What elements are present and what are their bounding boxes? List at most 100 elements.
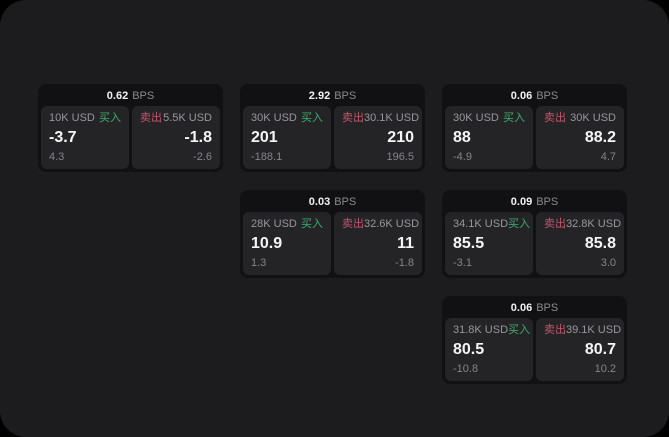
bps-header: 0.62 BPS	[41, 87, 220, 106]
sell-delta: -2.6	[193, 151, 212, 163]
buy-top-row: 34.1K USD 买入	[453, 218, 530, 230]
sell-panel[interactable]: 卖出 30K USD 88.2 4.7	[536, 106, 624, 169]
bps-header: 0.03 BPS	[243, 193, 422, 212]
quote-panels: 31.8K USD 买入 80.5 -10.8 卖出 39.1K USD 80.…	[445, 318, 624, 381]
quote-card-2: 2.92 BPS 30K USD 买入 201 -188.1 卖出 30.1K …	[240, 84, 425, 172]
buy-top-row: 31.8K USD 买入	[453, 324, 530, 336]
buy-top-row: 28K USD 买入	[251, 219, 323, 230]
quote-panels: 30K USD 买入 88 -4.9 卖出 30K USD 88.2 4.7	[445, 106, 624, 169]
sell-side-label: 卖出	[342, 218, 364, 230]
quote-grid: 0.62 BPS 10K USD 买入 -3.7 4.3 卖出 5.5K USD	[38, 84, 627, 384]
buy-price: 88	[453, 129, 471, 146]
sell-price: 80.7	[584, 341, 616, 358]
buy-side-label: 买入	[99, 112, 121, 124]
quote-card-1: 0.62 BPS 10K USD 买入 -3.7 4.3 卖出 5.5K USD	[38, 84, 223, 172]
sell-side-label: 卖出	[544, 112, 566, 124]
sell-delta: 4.7	[600, 151, 616, 163]
buy-price: 201	[251, 129, 278, 146]
buy-amount: 30K USD	[251, 112, 297, 124]
quote-card-5: 0.09 BPS 34.1K USD 买入 85.5 -3.1 卖出 32.8K…	[442, 190, 627, 278]
bps-unit: BPS	[334, 196, 357, 208]
sell-top-row: 卖出 30.1K USD	[342, 112, 419, 124]
bps-value: 0.03	[308, 196, 331, 208]
sell-amount: 30.1K USD	[364, 112, 420, 124]
buy-price: -3.7	[49, 129, 77, 146]
sell-delta: 10.2	[594, 363, 616, 375]
sell-side-label: 卖出	[544, 218, 566, 230]
quote-panels: 28K USD 买入 10.9 1.3 卖出 32.6K USD 11 -1.8	[243, 212, 422, 275]
sell-price: 85.8	[584, 235, 616, 252]
bps-value: 0.09	[510, 196, 533, 208]
bps-value: 0.62	[106, 90, 129, 102]
sell-amount: 39.1K USD	[566, 324, 622, 336]
buy-amount: 30K USD	[453, 112, 499, 124]
sell-price: 88.2	[584, 129, 616, 146]
bps-unit: BPS	[536, 196, 559, 208]
sell-delta: -1.8	[395, 257, 414, 269]
quote-panels: 34.1K USD 买入 85.5 -3.1 卖出 32.8K USD 85.8…	[445, 212, 624, 275]
sell-top-row: 卖出 5.5K USD	[140, 113, 212, 124]
sell-top-row: 卖出 30K USD	[544, 113, 616, 124]
sell-panel[interactable]: 卖出 32.8K USD 85.8 3.0	[536, 212, 624, 275]
sell-amount: 5.5K USD	[163, 112, 212, 124]
bps-unit: BPS	[132, 90, 155, 102]
buy-amount: 28K USD	[251, 218, 297, 230]
quote-panels: 30K USD 买入 201 -188.1 卖出 30.1K USD 210 1…	[243, 106, 422, 169]
buy-panel[interactable]: 10K USD 买入 -3.7 4.3	[41, 106, 129, 169]
buy-delta: 1.3	[251, 257, 267, 269]
sell-side-label: 卖出	[140, 112, 162, 124]
buy-delta: -3.1	[453, 257, 472, 269]
sell-price: -1.8	[184, 129, 212, 146]
quote-panels: 10K USD 买入 -3.7 4.3 卖出 5.5K USD -1.8 -2.…	[41, 106, 220, 169]
sell-price: 210	[387, 129, 414, 146]
bps-unit: BPS	[536, 90, 559, 102]
bps-header: 0.09 BPS	[445, 193, 624, 212]
buy-top-row: 10K USD 买入	[49, 113, 121, 124]
bps-value: 0.06	[510, 302, 533, 314]
sell-delta: 3.0	[600, 257, 616, 269]
sell-side-label: 卖出	[544, 324, 566, 336]
buy-price: 10.9	[251, 235, 283, 252]
buy-delta: -188.1	[251, 151, 283, 163]
bps-value: 0.06	[510, 90, 533, 102]
buy-panel[interactable]: 30K USD 买入 88 -4.9	[445, 106, 533, 169]
buy-side-label: 买入	[301, 112, 323, 124]
buy-price: 80.5	[453, 341, 485, 358]
buy-panel[interactable]: 28K USD 买入 10.9 1.3	[243, 212, 331, 275]
bps-value: 2.92	[308, 90, 331, 102]
bps-unit: BPS	[334, 90, 357, 102]
buy-panel[interactable]: 31.8K USD 买入 80.5 -10.8	[445, 318, 533, 381]
sell-top-row: 卖出 32.8K USD	[544, 218, 621, 230]
buy-price: 85.5	[453, 235, 485, 252]
buy-top-row: 30K USD 买入	[453, 113, 525, 124]
sell-panel[interactable]: 卖出 39.1K USD 80.7 10.2	[536, 318, 624, 381]
buy-side-label: 买入	[301, 218, 323, 230]
sell-panel[interactable]: 卖出 30.1K USD 210 196.5	[334, 106, 422, 169]
bps-header: 0.06 BPS	[445, 299, 624, 318]
sell-panel[interactable]: 卖出 32.6K USD 11 -1.8	[334, 212, 422, 275]
quote-card-3: 0.06 BPS 30K USD 买入 88 -4.9 卖出 30K USD	[442, 84, 627, 172]
buy-delta: -10.8	[453, 363, 479, 375]
bps-unit: BPS	[536, 302, 559, 314]
buy-amount: 31.8K USD	[453, 324, 509, 336]
sell-amount: 32.8K USD	[566, 218, 622, 230]
sell-top-row: 卖出 39.1K USD	[544, 324, 621, 336]
buy-amount: 34.1K USD	[453, 218, 509, 230]
sell-price: 11	[397, 235, 414, 252]
sell-panel[interactable]: 卖出 5.5K USD -1.8 -2.6	[132, 106, 220, 169]
bps-header: 0.06 BPS	[445, 87, 624, 106]
buy-panel[interactable]: 30K USD 买入 201 -188.1	[243, 106, 331, 169]
buy-delta: 4.3	[49, 151, 65, 163]
buy-side-label: 买入	[508, 324, 531, 336]
quote-card-6: 0.06 BPS 31.8K USD 买入 80.5 -10.8 卖出 39.1…	[442, 296, 627, 384]
sell-side-label: 卖出	[342, 112, 364, 124]
sell-amount: 32.6K USD	[364, 218, 420, 230]
sell-top-row: 卖出 32.6K USD	[342, 218, 419, 230]
buy-panel[interactable]: 34.1K USD 买入 85.5 -3.1	[445, 212, 533, 275]
sell-amount: 30K USD	[570, 112, 616, 124]
bps-header: 2.92 BPS	[243, 87, 422, 106]
buy-top-row: 30K USD 买入	[251, 113, 323, 124]
buy-side-label: 买入	[508, 218, 531, 230]
buy-side-label: 买入	[503, 112, 525, 124]
